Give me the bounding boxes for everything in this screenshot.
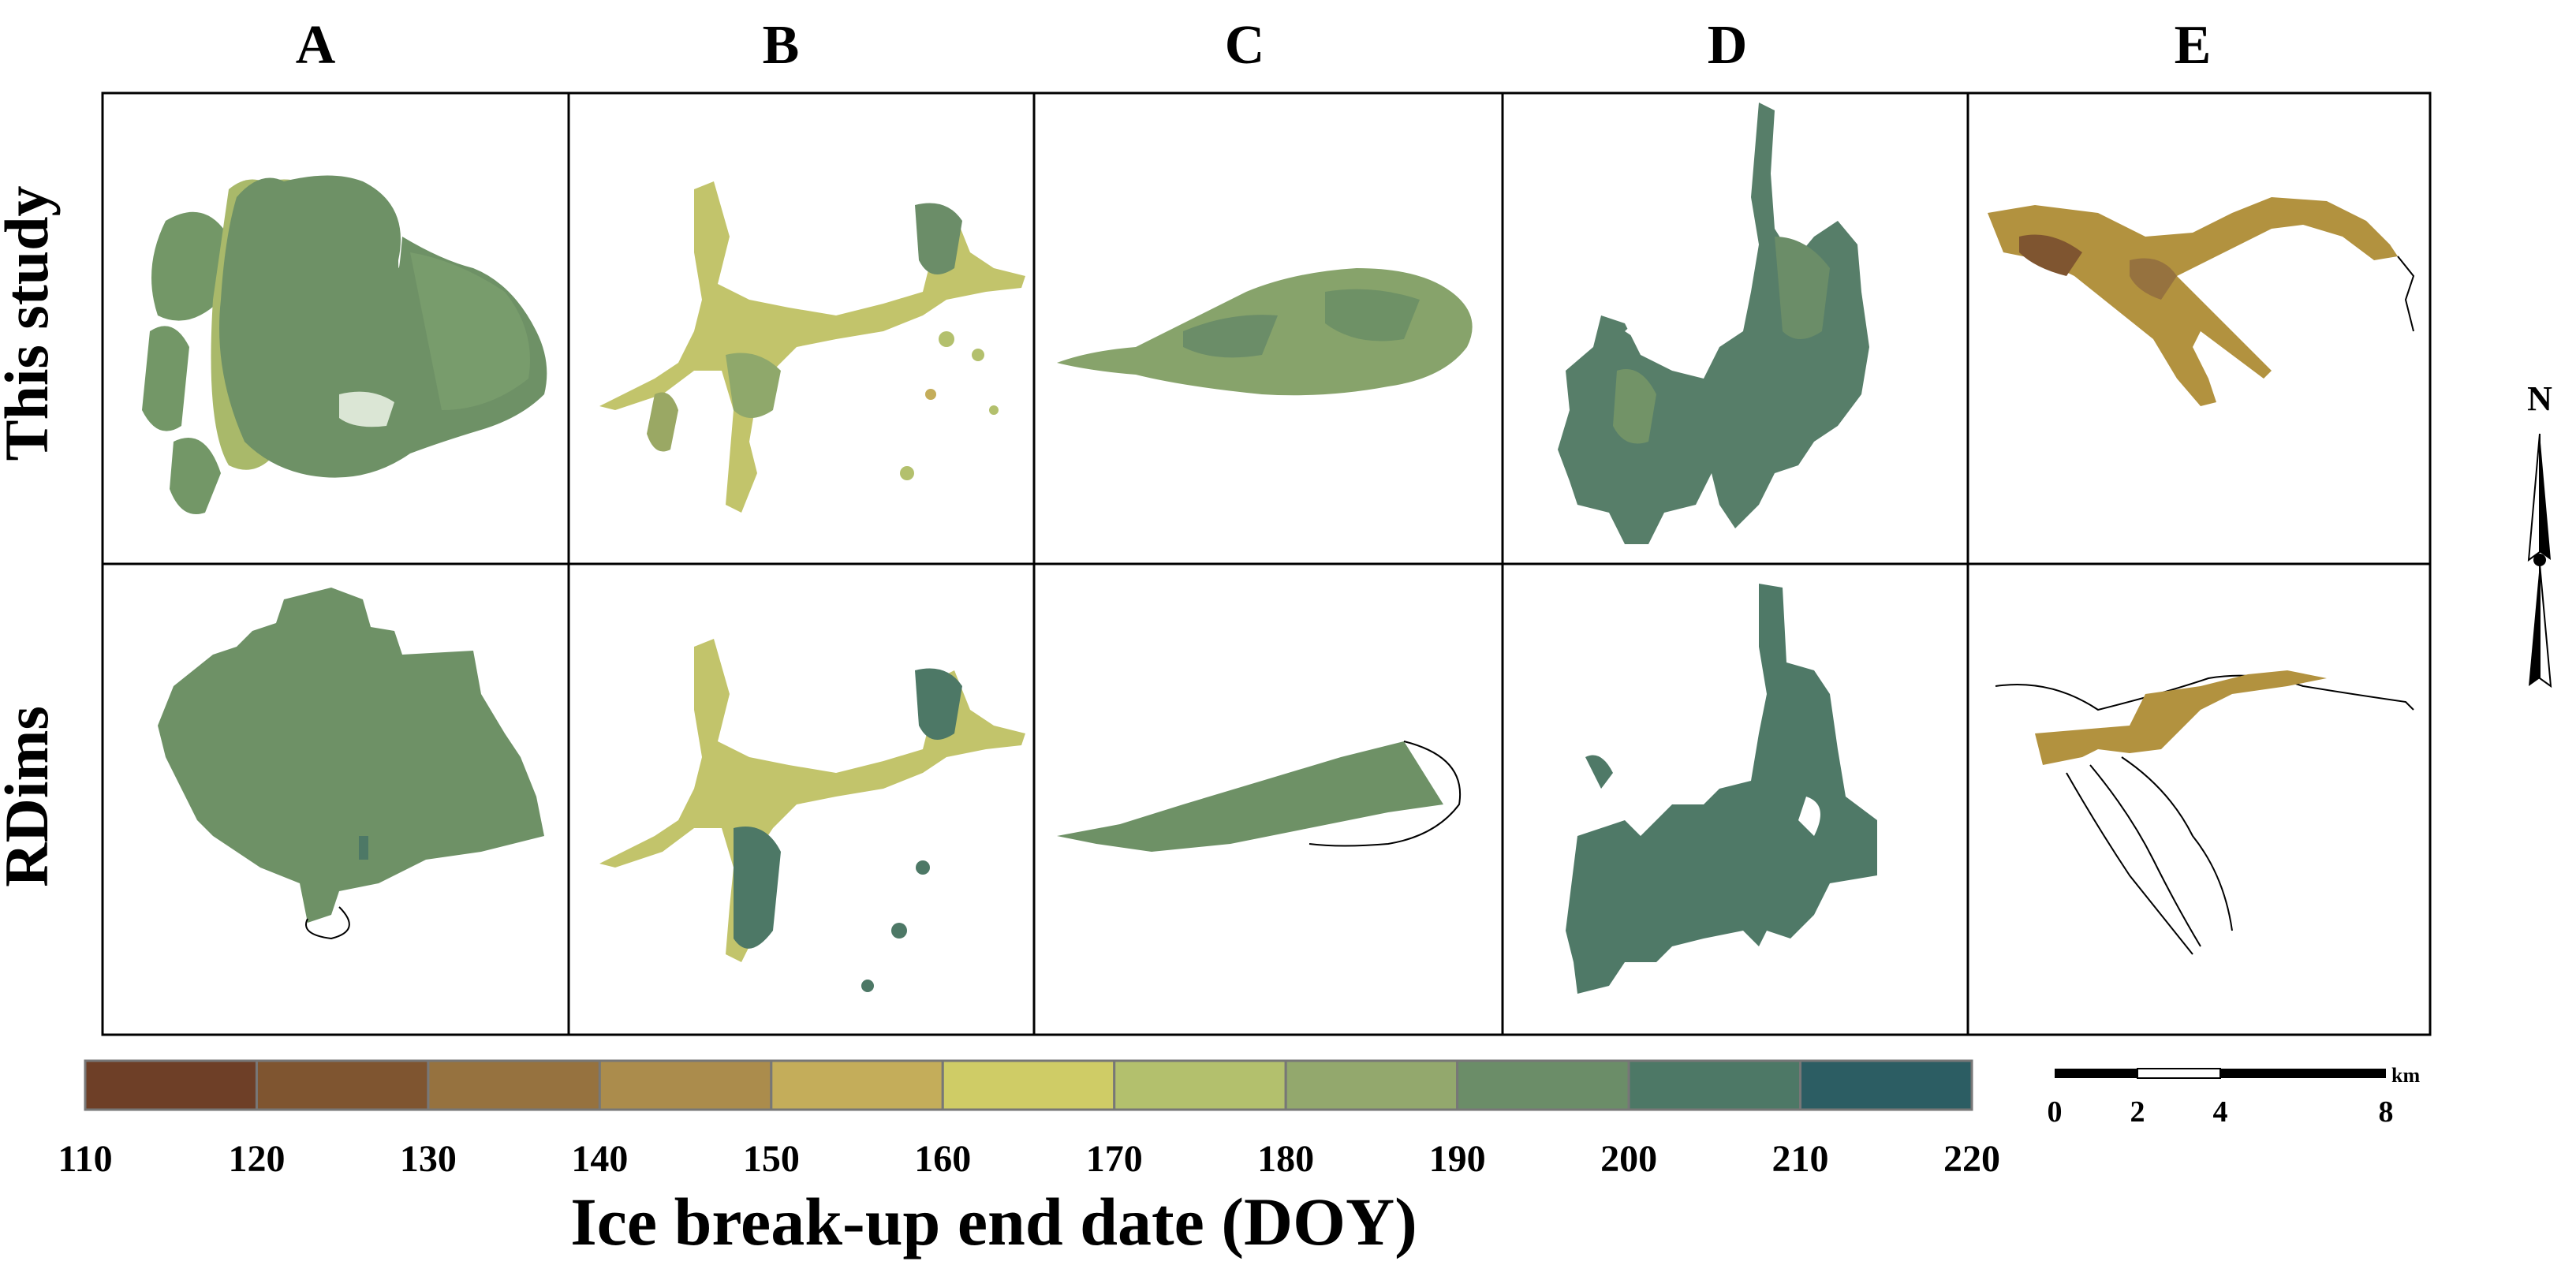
panel-grid xyxy=(101,91,2432,1036)
colorbar-segment xyxy=(255,1059,430,1111)
colorbar-tick-labels: 110 120 130 140 150 160 170 180 190 200 210 220 xyxy=(58,1138,2000,1180)
colorbar-tick-label: 110 xyxy=(58,1138,112,1180)
scale-bar: 0 2 4 8 km xyxy=(2048,1064,2421,1129)
map-panel-b-this-study xyxy=(569,93,1033,564)
colorbar-tick-label: 130 xyxy=(400,1138,457,1180)
scale-tick-0: 0 xyxy=(2048,1095,2063,1129)
colorbar-segment xyxy=(1456,1059,1630,1111)
colorbar-title: Ice break-up end date (DOY) xyxy=(570,1184,1417,1259)
colorbar-segment xyxy=(941,1059,1116,1111)
map-panel-d-this-study xyxy=(1503,93,1967,564)
colorbar-tick-label: 180 xyxy=(1257,1138,1314,1180)
north-letter: N xyxy=(2527,379,2552,418)
colorbar-segment xyxy=(770,1059,944,1111)
north-arrow: N xyxy=(2527,379,2552,689)
map-panel-e-rdims xyxy=(1969,565,2430,1035)
colorbar-segment xyxy=(1113,1059,1287,1111)
colorbar xyxy=(84,1059,1973,1111)
colorbar-tick-label: 140 xyxy=(571,1138,628,1180)
column-label-e: E xyxy=(2175,15,2212,76)
scale-unit: km xyxy=(2391,1064,2420,1087)
colorbar-segment xyxy=(1627,1059,1802,1111)
column-label-c: C xyxy=(1225,15,1265,76)
colorbar-segment xyxy=(598,1059,773,1111)
colorbar-tick-label: 220 xyxy=(1943,1138,2000,1180)
colorbar-tick-label: 120 xyxy=(228,1138,285,1180)
scale-tick-2: 2 xyxy=(2130,1095,2145,1129)
map-panel-e-this-study xyxy=(1969,93,2430,564)
scale-tick-8: 8 xyxy=(2379,1095,2394,1129)
row-label-rdims: RDims xyxy=(0,706,61,887)
map-panel-b-rdims xyxy=(569,565,1033,1035)
colorbar-segment xyxy=(84,1059,258,1111)
colorbar-tick-label: 160 xyxy=(914,1138,971,1180)
map-panel-c-rdims xyxy=(1035,565,1502,1035)
column-label-d: D xyxy=(1708,15,1748,76)
colorbar-segment xyxy=(1799,1059,1973,1111)
colorbar-segment xyxy=(427,1059,601,1111)
scale-tick-4: 4 xyxy=(2213,1095,2228,1129)
colorbar-tick-label: 150 xyxy=(743,1138,800,1180)
colorbar-tick-label: 170 xyxy=(1086,1138,1143,1180)
map-panel-a-rdims xyxy=(103,565,568,1035)
map-panel-d-rdims xyxy=(1503,565,1967,1035)
map-panel-a-this-study xyxy=(103,93,568,564)
colorbar-segment xyxy=(1284,1059,1459,1111)
row-label-this-study: This study xyxy=(0,185,61,461)
colorbar-tick-label: 200 xyxy=(1600,1138,1657,1180)
column-label-b: B xyxy=(763,15,800,76)
colorbar-tick-label: 190 xyxy=(1429,1138,1486,1180)
colorbar-tick-label: 210 xyxy=(1772,1138,1829,1180)
map-panel-c-this-study xyxy=(1035,93,1502,564)
column-label-a: A xyxy=(296,15,336,76)
